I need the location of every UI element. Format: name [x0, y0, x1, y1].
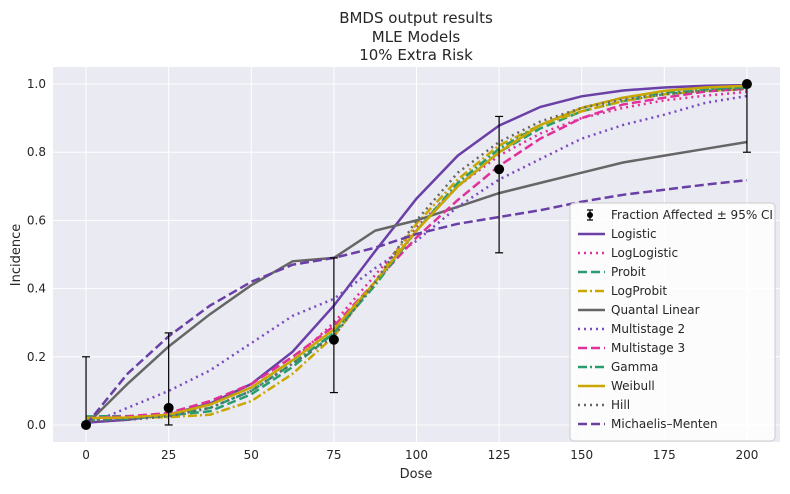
- observed-point: [741, 79, 752, 90]
- title-line-2: MLE Models: [372, 28, 461, 46]
- x-tick-label: 200: [736, 448, 759, 462]
- legend-box: [569, 202, 776, 442]
- axis-ticks: 0 25 50 75 100 125 150 175 200 0.0 0.2 0.4 0.6 0.8 1.0: [27, 77, 759, 462]
- chart-title: BMDS output results MLE Models 10% Extra…: [339, 9, 493, 64]
- x-tick-label: 100: [405, 448, 428, 462]
- x-tick-label: 25: [161, 448, 176, 462]
- x-tick-label: 0: [82, 448, 90, 462]
- legend-label-9: Weibull: [611, 379, 655, 393]
- series-line-5: [85, 140, 748, 426]
- y-tick-label: 0.2: [27, 350, 46, 364]
- legend-label-8: Gamma: [611, 360, 658, 374]
- legend-label-3: Probit: [611, 265, 646, 279]
- legend: Fraction Affected ± 95% CI Logistic LogLog…: [569, 202, 776, 442]
- x-tick-label: 75: [326, 448, 341, 462]
- legend-swatch-observed: [587, 212, 593, 218]
- observed-layer: [81, 79, 752, 430]
- observed-point: [328, 334, 339, 345]
- y-tick-label: 0.4: [27, 282, 46, 296]
- series-line-7: [85, 87, 748, 420]
- y-tick-label: 0.0: [27, 418, 46, 432]
- x-tick-label: 175: [653, 448, 676, 462]
- legend-label-4: LogProbit: [611, 284, 667, 298]
- legend-label-7: Multistage 3: [611, 341, 685, 355]
- legend-label-2: LogLogistic: [611, 246, 678, 260]
- legend-label-observed: Fraction Affected ± 95% CI: [611, 208, 773, 222]
- legend-label-6: Multistage 2: [611, 322, 685, 336]
- series-line-9: [85, 84, 748, 420]
- y-tick-label: 0.6: [27, 213, 46, 227]
- legend-label-1: Logistic: [611, 227, 657, 241]
- y-axis-label: Incidence: [9, 224, 24, 286]
- y-tick-label: 0.8: [27, 145, 46, 159]
- x-tick-label: 125: [488, 448, 511, 462]
- observed-point: [494, 164, 505, 175]
- series-line-11: [85, 178, 748, 426]
- x-tick-label: 50: [244, 448, 259, 462]
- series-layer: [85, 83, 748, 427]
- series-line-6: [85, 94, 748, 427]
- x-axis-label: Dose: [400, 467, 433, 482]
- series-line-4: [85, 87, 748, 420]
- title-line-3: 10% Extra Risk: [359, 46, 473, 64]
- legend-label-10: Hill: [611, 398, 630, 412]
- observed-point: [163, 402, 174, 413]
- legend-label-5: Quantal Linear: [611, 303, 700, 317]
- observed-point: [81, 419, 92, 430]
- x-tick-label: 150: [570, 448, 593, 462]
- legend-label-11: Michaelis–Menten: [611, 417, 718, 431]
- y-tick-label: 1.0: [27, 77, 46, 91]
- title-line-1: BMDS output results: [339, 9, 493, 27]
